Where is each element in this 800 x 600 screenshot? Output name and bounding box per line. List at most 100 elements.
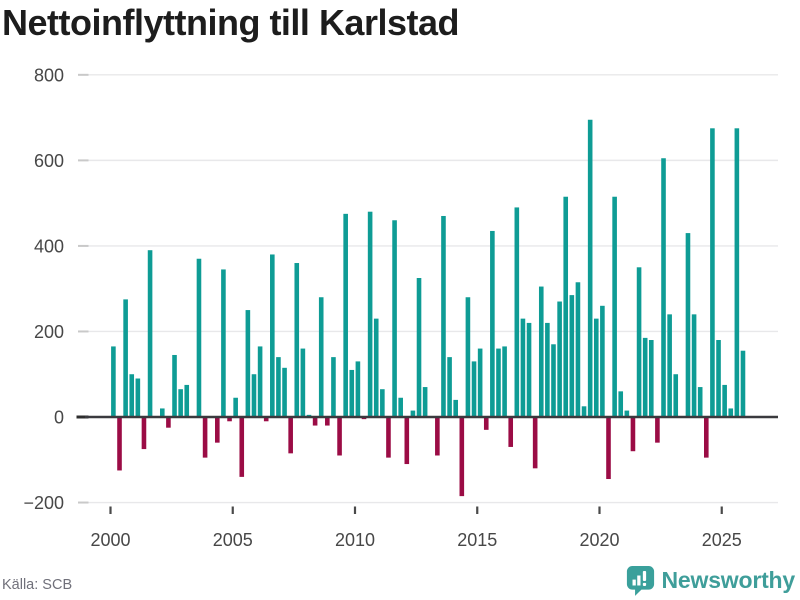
- bar-2019-q1: [575, 282, 581, 417]
- bar-2006-q2: [263, 417, 269, 422]
- bar-2007-q1: [282, 367, 287, 417]
- y-axis-label-200: 200: [34, 322, 64, 342]
- logo-bar-tall: [636, 575, 641, 586]
- bar-2016-q4: [520, 318, 526, 417]
- bar-2018-q4: [569, 295, 575, 417]
- logo-bar-short: [632, 579, 636, 586]
- bar-2021-q3: [636, 267, 642, 417]
- bar-2006-q1: [257, 346, 263, 417]
- y-axis-label--200: −200: [23, 493, 64, 513]
- x-axis-label-2000: 2000: [90, 530, 130, 550]
- bar-2000-q2: [117, 417, 122, 471]
- bar-2004-q3: [221, 269, 226, 417]
- bar-2019-q4: [593, 318, 599, 417]
- bar-2001-q1: [135, 378, 141, 417]
- bar-2022-q4: [667, 314, 672, 417]
- bar-2015-q2: [483, 417, 489, 430]
- brand-logo: Newsworthy: [626, 565, 795, 596]
- bar-2025-q1: [722, 384, 727, 417]
- bar-2002-q1: [160, 408, 165, 417]
- bar-2003-q4: [202, 417, 208, 458]
- bar-2020-q2: [606, 417, 611, 480]
- y-axis-label-0: 0: [54, 408, 64, 428]
- bar-2007-q2: [288, 417, 293, 454]
- bar-2013-q3: [441, 215, 446, 417]
- bar-2010-q3: [367, 211, 373, 417]
- bar-2023-q3: [685, 233, 691, 417]
- y-axis-label-600: 600: [34, 151, 64, 171]
- bar-2018-q1: [551, 344, 556, 417]
- bar-2011-q3: [392, 220, 397, 417]
- bar-2012-q4: [422, 387, 428, 417]
- bar-2021-q1: [624, 410, 630, 417]
- bar-2024-q1: [697, 387, 703, 417]
- y-axis-label-400: 400: [34, 236, 64, 256]
- bar-2002-q3: [172, 354, 177, 417]
- bar-2020-q1: [600, 305, 605, 417]
- bar-2000-q3: [123, 299, 128, 417]
- bar-2020-q3: [612, 196, 617, 417]
- x-axis-label-2005: 2005: [213, 530, 253, 550]
- bar-2004-q2: [215, 417, 220, 443]
- bar-2024-q3: [710, 128, 715, 418]
- bar-2006-q4: [276, 357, 281, 417]
- bar-2017-q2: [532, 417, 538, 469]
- bar-2014-q4: [471, 361, 477, 417]
- bar-2015-q4: [496, 348, 501, 417]
- bar-2023-q4: [691, 314, 697, 417]
- bar-2003-q1: [184, 384, 190, 417]
- bar-2022-q2: [655, 417, 660, 443]
- bar-2008-q3: [318, 297, 324, 417]
- bar-2024-q2: [704, 417, 709, 458]
- x-axis-label-2025: 2025: [702, 530, 742, 550]
- bar-2011-q4: [398, 397, 403, 417]
- bar-2001-q2: [141, 417, 147, 450]
- x-axis-label-2015: 2015: [457, 530, 497, 550]
- logo-exclamation: [642, 570, 646, 581]
- page-title: Nettoinflyttning till Karlstad: [2, 2, 460, 43]
- bar-2018-q3: [563, 196, 569, 417]
- bar-2008-q2: [312, 417, 318, 426]
- bar-2012-q2: [410, 410, 416, 417]
- x-axis-label-2020: 2020: [579, 530, 619, 550]
- bar-2009-q2: [337, 417, 342, 456]
- bar-2019-q3: [587, 119, 593, 417]
- bar-2009-q4: [349, 369, 355, 417]
- bar-2016-q3: [514, 207, 520, 417]
- bar-2022-q3: [661, 158, 666, 418]
- newsworthy-speech-bubble-chart-icon: [626, 566, 654, 596]
- bar-2005-q2: [239, 417, 245, 477]
- bar-2005-q3: [245, 310, 251, 417]
- bar-2024-q4: [716, 340, 721, 417]
- bar-2009-q1: [331, 357, 336, 417]
- bar-2007-q3: [294, 263, 300, 417]
- bar-2007-q4: [300, 348, 306, 417]
- brand-name: Newsworthy: [661, 567, 796, 593]
- bar-2019-q2: [581, 406, 587, 417]
- bar-2011-q1: [380, 389, 385, 417]
- y-axis-label-800: 800: [34, 65, 64, 85]
- bar-2021-q2: [630, 417, 636, 452]
- bar-2003-q3: [196, 258, 202, 417]
- bar-2025-q3: [734, 128, 740, 418]
- bar-2016-q1: [502, 346, 507, 417]
- bar-2005-q1: [233, 397, 238, 417]
- bar-2011-q2: [386, 417, 391, 458]
- bar-2008-q4: [325, 417, 330, 426]
- logo-exclamation-dot: [642, 582, 646, 586]
- bar-2017-q3: [538, 286, 544, 417]
- bar-2010-q4: [373, 318, 379, 417]
- bar-2025-q4: [740, 350, 746, 417]
- bar-2015-q3: [490, 230, 495, 417]
- bar-2014-q2: [459, 417, 465, 497]
- bar-2009-q3: [343, 213, 348, 417]
- x-axis-label-2010: 2010: [335, 530, 375, 550]
- bar-2001-q3: [147, 250, 153, 417]
- bar-2022-q1: [648, 340, 654, 417]
- bar-2002-q4: [178, 389, 183, 417]
- bar-2012-q1: [404, 417, 410, 465]
- bar-2000-q1: [111, 346, 116, 417]
- bar-2020-q4: [618, 391, 624, 417]
